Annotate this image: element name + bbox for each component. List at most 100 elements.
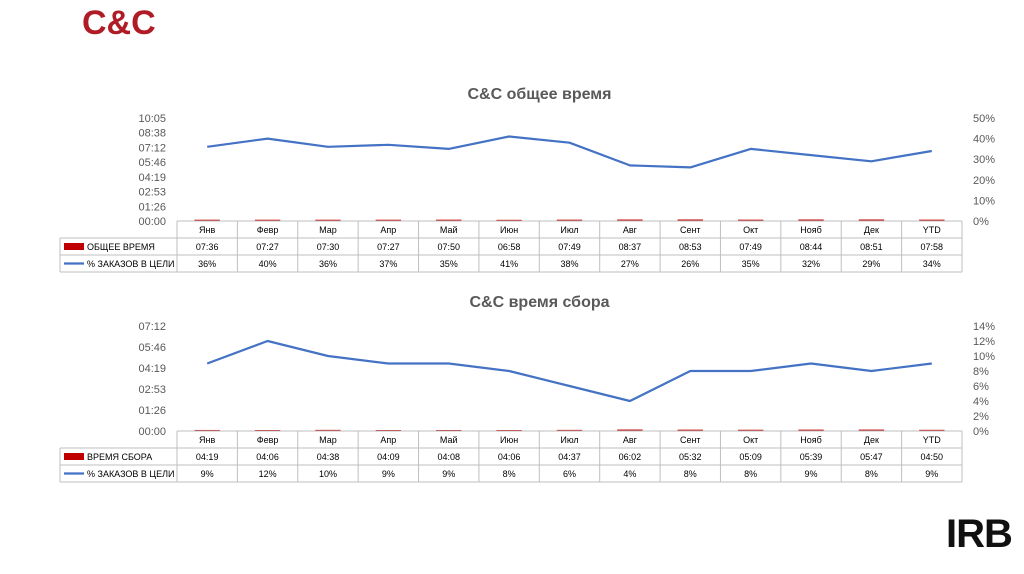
series-line bbox=[206, 339, 932, 403]
category-label: Мар bbox=[319, 225, 337, 235]
table-cell: 05:09 bbox=[739, 452, 762, 462]
table-cell: 36% bbox=[319, 259, 337, 269]
bar bbox=[919, 429, 945, 431]
table-cell: 07:50 bbox=[437, 242, 460, 252]
table-cell: 6% bbox=[563, 469, 576, 479]
category-label: Июл bbox=[560, 225, 578, 235]
category-label: Апр bbox=[380, 435, 396, 445]
table-cell: 08:53 bbox=[679, 242, 702, 252]
bar bbox=[858, 429, 885, 431]
category-label: Янв bbox=[199, 225, 215, 235]
bar bbox=[798, 429, 824, 431]
y-right-tick-label: 12% bbox=[973, 336, 995, 348]
category-label: Авг bbox=[623, 225, 638, 235]
bar bbox=[617, 429, 643, 431]
legend-label: ОБЩЕЕ ВРЕМЯ bbox=[87, 242, 155, 252]
table-cell: 9% bbox=[382, 469, 395, 479]
table-cell: 41% bbox=[500, 259, 518, 269]
table-cell: 4% bbox=[623, 469, 636, 479]
y-right-tick-label: 10% bbox=[973, 351, 995, 363]
slide-title: С&С bbox=[82, 4, 156, 42]
table-cell: 34% bbox=[923, 259, 941, 269]
series-line bbox=[207, 135, 932, 169]
table-cell: 27% bbox=[621, 259, 639, 269]
bar bbox=[375, 429, 402, 431]
table-cell: 04:06 bbox=[256, 452, 279, 462]
table-cell: 04:38 bbox=[317, 452, 340, 462]
category-label: Сент bbox=[680, 225, 701, 235]
y-right-tick-label: 10% bbox=[973, 195, 995, 207]
category-label: Нояб bbox=[800, 225, 822, 235]
table-cell: 05:32 bbox=[679, 452, 702, 462]
category-label: Май bbox=[440, 435, 458, 445]
table-cell: 12% bbox=[259, 469, 277, 479]
y-right-tick-label: 4% bbox=[973, 396, 989, 408]
category-label: Сент bbox=[680, 435, 701, 445]
table-cell: 36% bbox=[198, 259, 216, 269]
category-label: Июл bbox=[560, 435, 578, 445]
table-cell: 07:27 bbox=[377, 242, 400, 252]
legend-label: % ЗАКАЗОВ В ЦЕЛИ bbox=[87, 469, 174, 479]
y-left-tick-label: 02:53 bbox=[138, 384, 166, 396]
category-label: Мар bbox=[319, 435, 337, 445]
y-right-tick-label: 14% bbox=[973, 321, 995, 333]
chart-title: С&С общее время bbox=[468, 86, 612, 103]
table-cell: 07:49 bbox=[558, 242, 581, 252]
category-label: Окт bbox=[743, 225, 758, 235]
category-label: Апр bbox=[380, 225, 396, 235]
bar bbox=[556, 219, 583, 221]
y-right-tick-label: 6% bbox=[973, 381, 989, 393]
table-cell: 04:08 bbox=[437, 452, 460, 462]
y-left-tick-label: 07:12 bbox=[138, 321, 166, 333]
bar bbox=[919, 219, 945, 221]
legend-label: ВРЕМЯ СБОРА bbox=[87, 452, 152, 462]
bar bbox=[254, 219, 281, 221]
y-right-tick-label: 50% bbox=[973, 113, 995, 125]
chart-title: С&С время сбора bbox=[469, 294, 609, 311]
legend-bar-swatch bbox=[64, 453, 84, 460]
table-cell: 05:39 bbox=[800, 452, 823, 462]
bar bbox=[436, 219, 462, 221]
table-cell: 07:58 bbox=[921, 242, 944, 252]
y-left-tick-label: 01:26 bbox=[138, 405, 166, 417]
table-cell: 10% bbox=[319, 469, 337, 479]
y-left-tick-label: 01:26 bbox=[138, 201, 166, 213]
y-left-tick-label: 10:05 bbox=[138, 113, 166, 125]
category-label: Авг bbox=[623, 435, 638, 445]
y-right-tick-label: 8% bbox=[973, 366, 989, 378]
bar bbox=[556, 429, 583, 431]
legend-bar-swatch bbox=[64, 243, 84, 250]
y-right-tick-label: 30% bbox=[973, 154, 995, 166]
y-left-tick-label: 05:46 bbox=[138, 157, 166, 169]
table-cell: 8% bbox=[865, 469, 878, 479]
category-label: Нояб bbox=[800, 435, 822, 445]
bar bbox=[194, 429, 220, 431]
category-label: Февр bbox=[257, 225, 279, 235]
table-cell: 08:51 bbox=[860, 242, 883, 252]
y-right-tick-label: 0% bbox=[973, 216, 989, 228]
y-left-tick-label: 00:00 bbox=[138, 216, 166, 228]
table-cell: 9% bbox=[805, 469, 818, 479]
bar bbox=[436, 429, 462, 431]
table-cell: 04:19 bbox=[196, 452, 219, 462]
table-cell: 04:06 bbox=[498, 452, 521, 462]
legend-label: % ЗАКАЗОВ В ЦЕЛИ bbox=[87, 259, 174, 269]
table-cell: 9% bbox=[442, 469, 455, 479]
category-label: Дек bbox=[864, 435, 879, 445]
irb-logo: IRB bbox=[946, 512, 1013, 556]
table-cell: 05:47 bbox=[860, 452, 883, 462]
table-cell: 8% bbox=[503, 469, 516, 479]
bar bbox=[677, 429, 703, 431]
table-cell: 32% bbox=[802, 259, 820, 269]
y-left-tick-label: 02:53 bbox=[138, 187, 166, 199]
y-left-tick-label: 00:00 bbox=[138, 426, 166, 438]
y-left-tick-label: 08:38 bbox=[138, 128, 166, 140]
y-right-tick-label: 0% bbox=[973, 426, 989, 438]
table-cell: 40% bbox=[259, 259, 277, 269]
table-cell: 06:02 bbox=[619, 452, 642, 462]
category-label: Окт bbox=[743, 435, 758, 445]
bar bbox=[798, 219, 824, 221]
table-cell: 9% bbox=[201, 469, 214, 479]
bar bbox=[677, 219, 703, 221]
